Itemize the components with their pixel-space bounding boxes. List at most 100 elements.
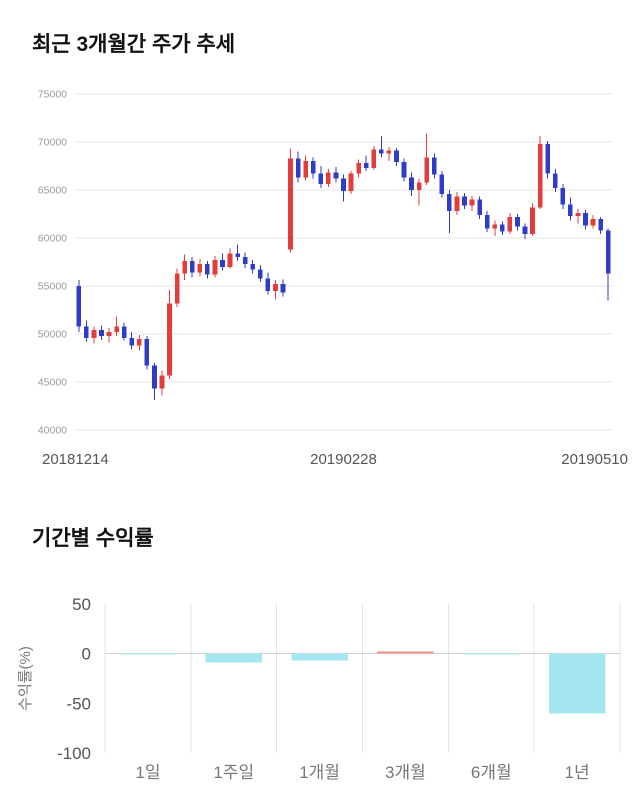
candle-body xyxy=(394,150,399,163)
candle xyxy=(326,168,331,188)
y-tick-label: -100 xyxy=(57,744,91,763)
candle xyxy=(227,248,233,269)
candle-body xyxy=(212,260,218,275)
candle xyxy=(598,216,603,235)
x-tick-label-start: 20181214 xyxy=(42,451,109,468)
candle-body xyxy=(560,188,566,205)
candle-body xyxy=(378,149,384,154)
candle-body xyxy=(484,214,490,229)
candle xyxy=(439,170,445,198)
candle-body xyxy=(318,173,324,185)
candle xyxy=(568,197,573,221)
candle xyxy=(257,264,263,283)
category-label: 1개월 xyxy=(299,763,340,782)
candles xyxy=(76,133,611,401)
candle xyxy=(136,334,142,351)
candle-body xyxy=(522,226,528,235)
candle-body xyxy=(159,375,165,389)
candle xyxy=(401,158,407,182)
candle xyxy=(484,211,490,233)
candle xyxy=(84,320,89,342)
candle-body xyxy=(530,207,535,235)
candle xyxy=(114,316,119,336)
candle xyxy=(348,170,354,194)
candle-body xyxy=(106,332,112,336)
price-grid: 40000 45000 50000 55000 60000 65000 70000 75000 xyxy=(38,89,612,437)
bar-3개월 xyxy=(377,651,434,654)
candle-body xyxy=(273,284,278,291)
candle xyxy=(265,272,271,295)
candle xyxy=(99,325,104,340)
candle xyxy=(416,178,422,206)
candle-body xyxy=(167,303,172,376)
candle xyxy=(341,174,346,202)
candle xyxy=(76,280,82,333)
candle xyxy=(454,191,460,215)
candle xyxy=(371,145,377,170)
y-tick-label: 40000 xyxy=(38,425,67,437)
candle-body xyxy=(288,158,293,250)
candle xyxy=(303,155,309,181)
candle-body xyxy=(598,218,603,231)
returns-grid xyxy=(104,604,621,753)
y-tick-label: 55000 xyxy=(38,281,67,293)
candle-body xyxy=(590,218,596,226)
candle-body xyxy=(552,173,558,189)
candle-body xyxy=(575,213,581,216)
candle-body xyxy=(416,182,422,190)
candle xyxy=(378,136,384,158)
candle-body xyxy=(454,196,460,212)
category-label: 3개월 xyxy=(385,763,426,782)
candle-body xyxy=(431,157,437,175)
candle-body xyxy=(250,263,256,270)
candle xyxy=(242,252,248,268)
candle xyxy=(295,151,301,183)
candle-body xyxy=(152,365,157,389)
candle xyxy=(106,328,112,343)
candle xyxy=(212,256,218,278)
candle-body xyxy=(348,173,354,191)
candle-body xyxy=(462,196,467,206)
category-label: 1년 xyxy=(565,763,590,782)
candle xyxy=(545,141,551,179)
candle-body xyxy=(144,338,150,366)
candle-body xyxy=(401,162,407,178)
returns-bar-chart: 50 0 -50 -100 1일 1주일 1개월 3개월 6개월 1년 수익률(%) xyxy=(17,595,621,782)
candle xyxy=(91,326,97,344)
candle xyxy=(447,190,452,234)
candle-body xyxy=(333,172,339,179)
candle xyxy=(288,148,293,253)
candle xyxy=(159,370,165,396)
candle xyxy=(250,260,256,274)
candle-body xyxy=(371,149,377,168)
category-label: 1일 xyxy=(135,763,160,782)
returns-chart-title: 기간별 수익률 xyxy=(32,527,154,550)
candle xyxy=(507,213,513,235)
candle-body xyxy=(537,143,543,208)
candle xyxy=(492,220,498,237)
candle-body xyxy=(499,224,505,232)
candle-body xyxy=(227,253,233,267)
candle-body xyxy=(409,177,414,190)
candle-body xyxy=(182,261,188,274)
candle-body xyxy=(197,263,203,273)
candle-body xyxy=(568,204,573,216)
candle xyxy=(522,223,528,239)
candle-body xyxy=(477,199,482,215)
candle-body xyxy=(205,263,210,275)
bar-6개월 xyxy=(462,653,520,655)
candle xyxy=(235,244,240,262)
bar-1년 xyxy=(548,653,606,714)
y-tick-label: 60000 xyxy=(38,233,67,245)
candle xyxy=(152,362,157,401)
candle xyxy=(560,184,566,210)
candle xyxy=(197,259,203,277)
candle xyxy=(318,166,324,189)
y-tick-label: -50 xyxy=(66,694,91,713)
candle xyxy=(129,332,135,350)
candle xyxy=(431,153,437,179)
candle-body xyxy=(280,284,286,293)
candle-body xyxy=(91,330,97,338)
bar-1주일 xyxy=(205,653,263,663)
candle xyxy=(469,195,475,212)
